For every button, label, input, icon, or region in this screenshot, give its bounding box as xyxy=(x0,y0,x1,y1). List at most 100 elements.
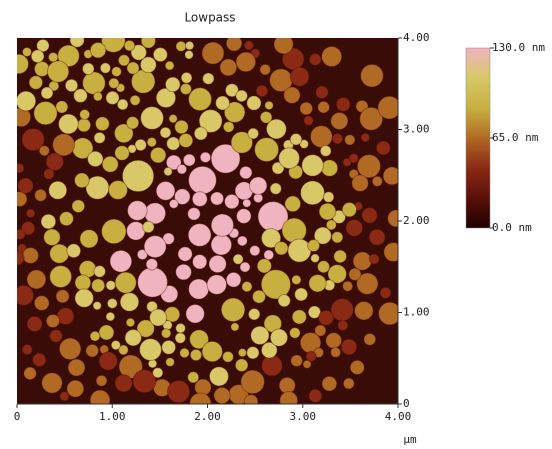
particle xyxy=(300,180,325,206)
particle xyxy=(368,228,386,246)
particle xyxy=(208,366,230,387)
particle xyxy=(76,118,92,133)
afm-image xyxy=(17,38,398,404)
particle xyxy=(118,344,129,356)
particle xyxy=(344,134,356,146)
particle xyxy=(222,350,234,363)
particle xyxy=(206,274,228,295)
particle xyxy=(17,284,34,306)
particle xyxy=(322,191,335,203)
particle xyxy=(387,209,398,228)
particle xyxy=(26,315,43,332)
colorbar-tick-label: 130.0 nm xyxy=(492,41,545,54)
particle xyxy=(134,138,147,152)
particle xyxy=(240,369,265,395)
particle xyxy=(162,232,175,245)
particle xyxy=(126,221,146,241)
particle xyxy=(345,219,364,237)
particle xyxy=(375,140,391,156)
particle xyxy=(140,38,157,49)
particle xyxy=(166,136,181,151)
particle xyxy=(349,359,365,375)
particle xyxy=(152,47,168,63)
particle xyxy=(189,348,203,362)
particle xyxy=(278,376,296,394)
particle xyxy=(81,62,95,76)
particle xyxy=(309,125,333,148)
particle xyxy=(187,223,212,247)
particle xyxy=(199,151,212,164)
particle xyxy=(224,83,239,98)
particle xyxy=(188,165,217,195)
particle xyxy=(185,304,205,324)
particle xyxy=(348,267,362,281)
particle xyxy=(21,221,36,236)
particle xyxy=(126,61,140,75)
particle xyxy=(66,379,85,398)
particle xyxy=(21,344,33,356)
particle xyxy=(74,172,90,189)
particle xyxy=(237,348,247,358)
particle xyxy=(269,182,282,195)
particle xyxy=(89,330,101,342)
particle xyxy=(302,359,312,369)
particle xyxy=(115,83,126,93)
particle xyxy=(266,118,287,140)
particle xyxy=(129,94,141,106)
particle xyxy=(26,269,47,290)
particle xyxy=(189,329,210,350)
particle xyxy=(330,346,342,358)
particle xyxy=(341,202,358,218)
particle xyxy=(308,388,323,403)
particle xyxy=(139,56,157,74)
particle xyxy=(279,391,299,404)
particle xyxy=(236,208,252,224)
particle xyxy=(313,226,332,245)
particle xyxy=(225,271,242,288)
particle xyxy=(155,181,176,201)
particle xyxy=(59,211,74,227)
particle xyxy=(38,145,50,157)
particle xyxy=(287,238,312,263)
particle xyxy=(383,242,398,262)
particle xyxy=(259,63,272,76)
particle xyxy=(249,245,261,257)
particle xyxy=(225,38,243,52)
particle xyxy=(223,101,246,123)
x-tick-label: 1.00 xyxy=(99,410,126,423)
particle xyxy=(193,126,208,141)
particle xyxy=(146,137,157,148)
particle xyxy=(164,76,181,93)
colorbar xyxy=(465,47,491,229)
particle xyxy=(294,287,309,302)
particle xyxy=(105,280,117,291)
particle xyxy=(159,126,172,139)
particle xyxy=(208,254,227,274)
particle xyxy=(49,265,73,288)
particle xyxy=(379,286,392,299)
particle xyxy=(202,72,215,85)
particle xyxy=(283,86,301,104)
particle xyxy=(21,127,45,152)
particle xyxy=(289,133,303,146)
particle xyxy=(299,139,309,149)
particle xyxy=(243,394,259,404)
particle xyxy=(243,40,254,51)
particle xyxy=(17,250,25,266)
particle xyxy=(87,150,104,168)
particle xyxy=(168,198,179,209)
particle xyxy=(117,54,131,67)
particle xyxy=(25,208,36,219)
particle xyxy=(235,51,257,73)
particle xyxy=(220,297,246,323)
particle xyxy=(52,133,76,157)
particle xyxy=(254,137,280,163)
particle xyxy=(32,352,47,367)
particle xyxy=(356,272,379,295)
particle xyxy=(307,305,322,319)
particle xyxy=(119,292,140,312)
particle xyxy=(139,338,162,362)
particle xyxy=(271,161,285,175)
particle xyxy=(40,86,54,100)
